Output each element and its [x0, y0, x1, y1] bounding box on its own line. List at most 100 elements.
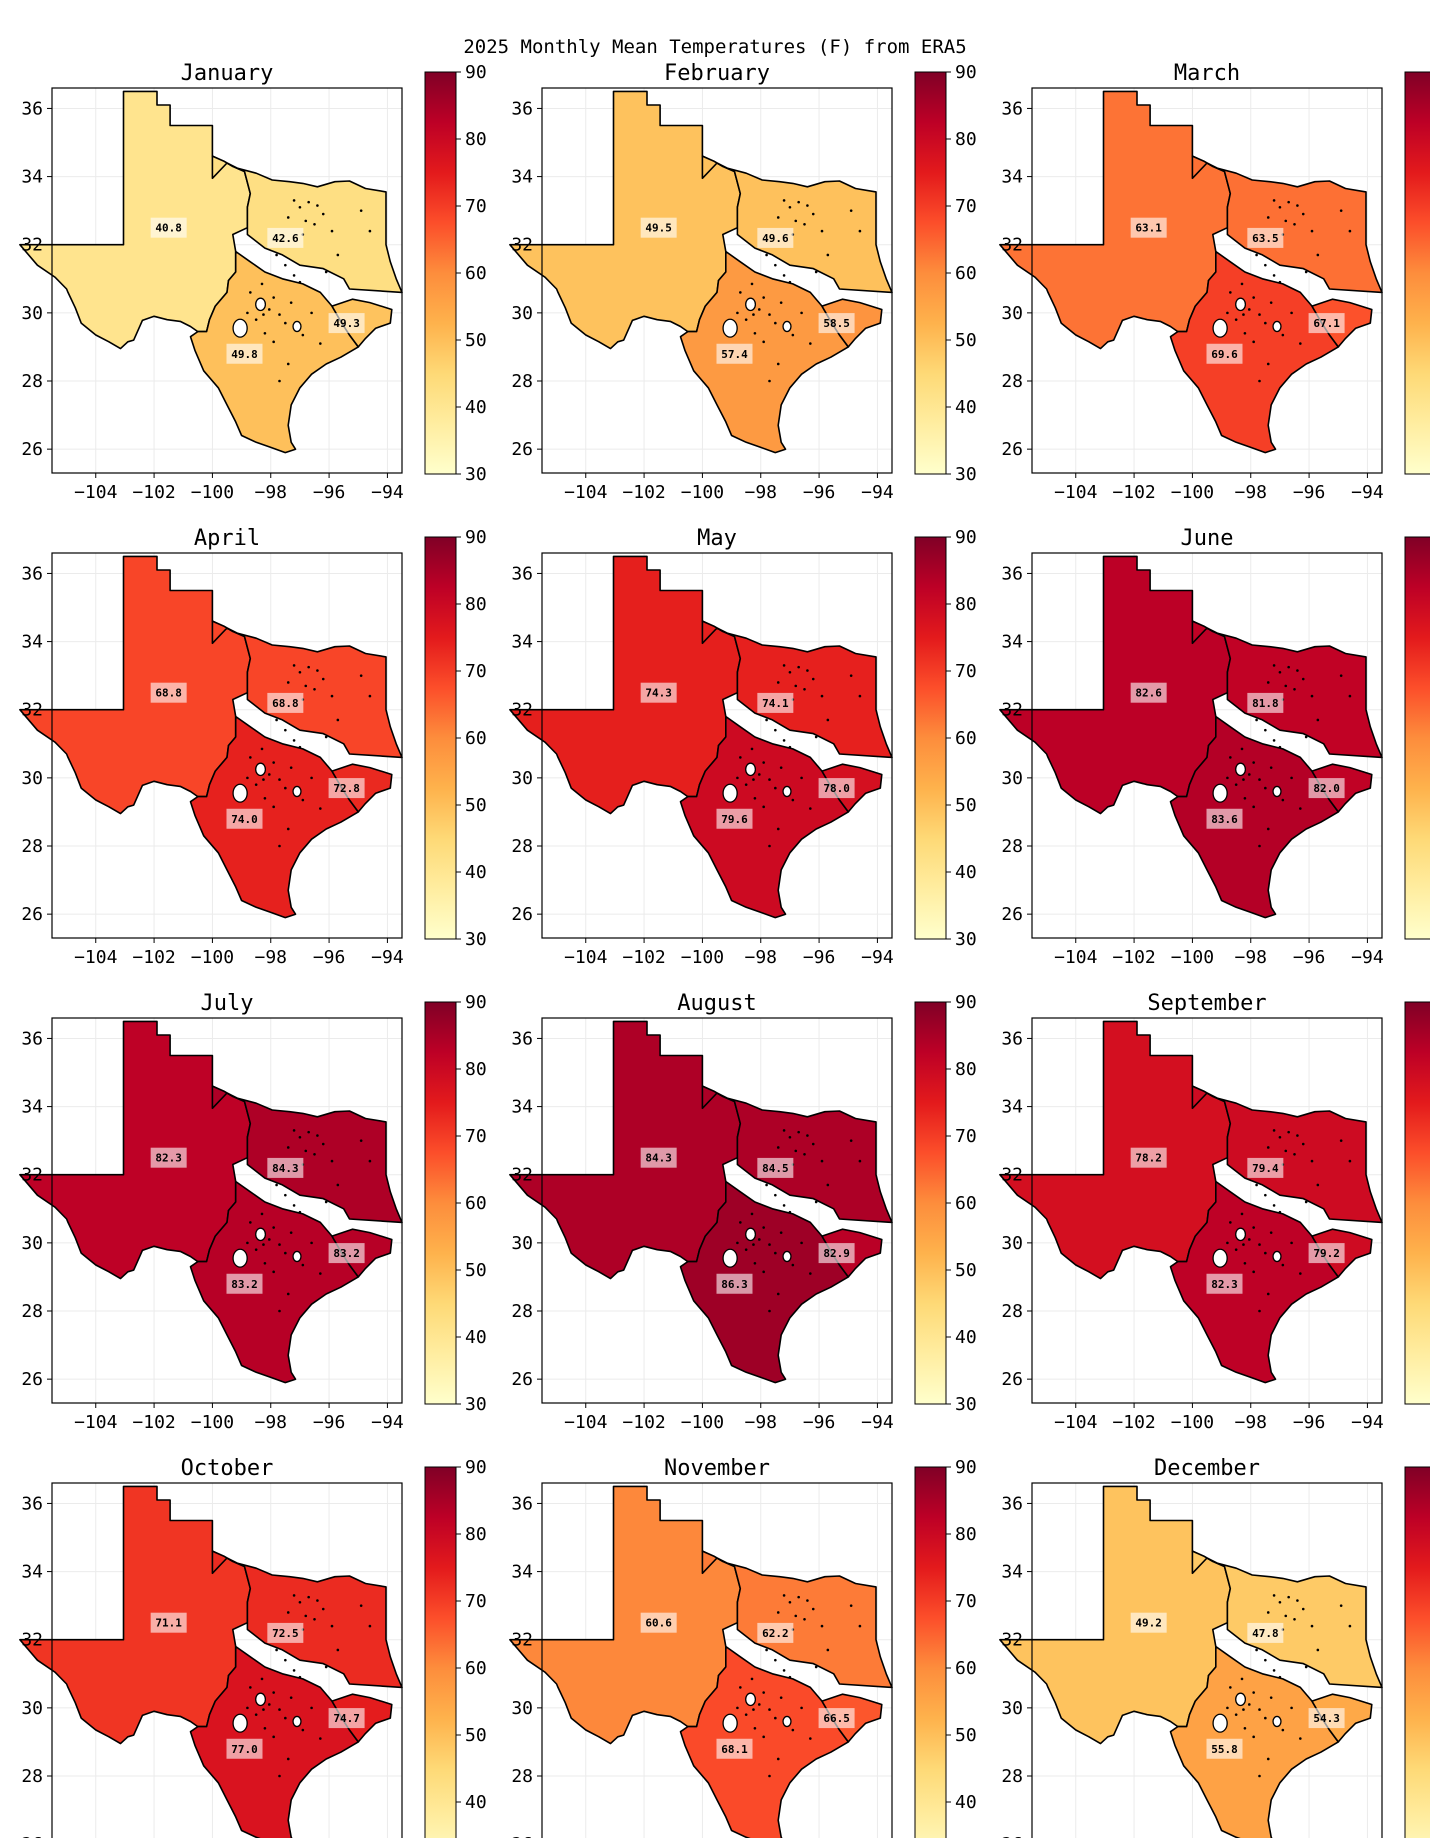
boundary-speck [752, 313, 755, 316]
boundary-speck [1234, 1248, 1238, 1251]
colorbar-gradient [424, 71, 457, 475]
boundary-speck [292, 739, 296, 742]
value-label-east: 83.2 [333, 1247, 360, 1260]
colorbar-tick-label: 30 [465, 929, 487, 950]
boundary-speck [765, 718, 768, 722]
boundary-speck [1310, 1624, 1314, 1628]
y-tick-label: 32 [21, 235, 43, 256]
region-south [1169, 250, 1340, 454]
boundary-speck [275, 1648, 278, 1652]
y-tick-label: 34 [511, 1562, 533, 1583]
boundary-speck [1339, 1604, 1343, 1607]
boundary-speck [809, 1272, 812, 1275]
boundary-speck [1310, 1159, 1314, 1163]
panel-title: September [1147, 991, 1266, 1016]
boundary-speck [776, 1146, 780, 1149]
boundary-speck [1252, 1735, 1255, 1739]
x-tick-label: −94 [861, 1412, 894, 1433]
boundary-speck [858, 694, 862, 698]
boundary-speck [762, 1270, 765, 1274]
boundary-speck [1284, 1614, 1288, 1618]
boundary-speck [304, 1614, 308, 1618]
y-tick-label: 28 [21, 1766, 43, 1787]
boundary-speck [768, 1309, 771, 1313]
colorbar-gradient [1404, 1466, 1430, 1838]
lake-hole [232, 1248, 248, 1268]
value-label-west: 71.1 [155, 1617, 182, 1630]
y-tick-label: 36 [1001, 1493, 1023, 1514]
boundary-speck [736, 776, 739, 780]
boundary-speck [286, 216, 290, 219]
boundary-speck [1258, 1243, 1261, 1246]
value-label-box [150, 1612, 187, 1633]
boundary-speck [286, 362, 290, 366]
boundary-speck [260, 747, 264, 751]
region-south [189, 250, 360, 454]
boundary-speck [321, 212, 325, 216]
boundary-speck [278, 1309, 281, 1313]
boundary-speck [1242, 313, 1245, 316]
boundary-speck [1272, 664, 1276, 667]
boundary-speck [765, 1648, 768, 1652]
panel-january: January 40.8 42.6 49.8 49.3 −104 −102 −100 −98 −9… [19, 61, 487, 503]
y-tick-label: 30 [511, 1233, 533, 1254]
boundary-speck [336, 253, 340, 257]
boundary-speck [1316, 1183, 1320, 1187]
value-label-northeast: 49.6 [762, 232, 789, 245]
value-label-box [1206, 343, 1243, 364]
boundary-speck [782, 1594, 786, 1597]
value-label-south: 55.8 [1211, 1743, 1238, 1756]
boundary-speck [1301, 677, 1305, 681]
value-label-west: 60.6 [645, 1617, 672, 1630]
boundary-speck [757, 308, 761, 311]
boundary-speck [267, 1238, 271, 1241]
lake-hole [255, 297, 267, 312]
boundary-speck [254, 1248, 258, 1251]
boundary-speck [1264, 263, 1267, 267]
y-tick-label: 28 [1001, 371, 1023, 392]
boundary-speck [278, 379, 281, 383]
boundary-speck [278, 1774, 281, 1778]
boundary-speck [1272, 1204, 1276, 1207]
x-tick-label: −94 [371, 482, 404, 503]
x-tick-label: −104 [1054, 1412, 1097, 1433]
boundary-speck [1255, 1648, 1258, 1652]
boundary-speck [1266, 1757, 1270, 1761]
y-tick-label: 30 [1001, 1698, 1023, 1719]
value-label-box [1247, 1622, 1284, 1643]
value-label-northeast: 72.5 [272, 1627, 299, 1640]
value-label-west: 63.1 [1135, 222, 1162, 235]
colorbar-tick-label: 40 [955, 1792, 977, 1813]
colorbar-tick-label: 90 [465, 62, 487, 83]
boundary-speck [1278, 1210, 1282, 1214]
value-label-box [226, 1273, 263, 1294]
boundary-speck [791, 1728, 795, 1732]
boundary-speck [803, 1152, 806, 1156]
region-south [189, 1645, 360, 1838]
colorbar-tick-label: 80 [955, 129, 977, 150]
boundary-speck [762, 1735, 765, 1739]
boundary-speck [1242, 778, 1245, 781]
value-label-box [1130, 682, 1167, 703]
x-tick-label: −94 [861, 947, 894, 968]
boundary-speck [1226, 311, 1229, 315]
boundary-speck [820, 229, 824, 233]
boundary-speck [275, 1183, 278, 1187]
boundary-speck [814, 1665, 818, 1669]
boundary-speck [1287, 200, 1290, 204]
boundary-speck [316, 1599, 319, 1602]
boundary-speck [1272, 1669, 1276, 1672]
boundary-speck [1304, 1200, 1308, 1204]
value-label-box [226, 1738, 263, 1759]
colorbar-tick-label: 40 [955, 1327, 977, 1348]
boundary-speck [1266, 216, 1270, 219]
boundary-speck [286, 1757, 290, 1761]
value-label-box [328, 313, 365, 334]
boundary-speck [289, 1231, 293, 1234]
value-label-northeast: 47.8 [1252, 1627, 1279, 1640]
lake-hole [232, 783, 248, 803]
colorbar-tick-label: 70 [465, 661, 487, 682]
boundary-speck [820, 1159, 824, 1163]
